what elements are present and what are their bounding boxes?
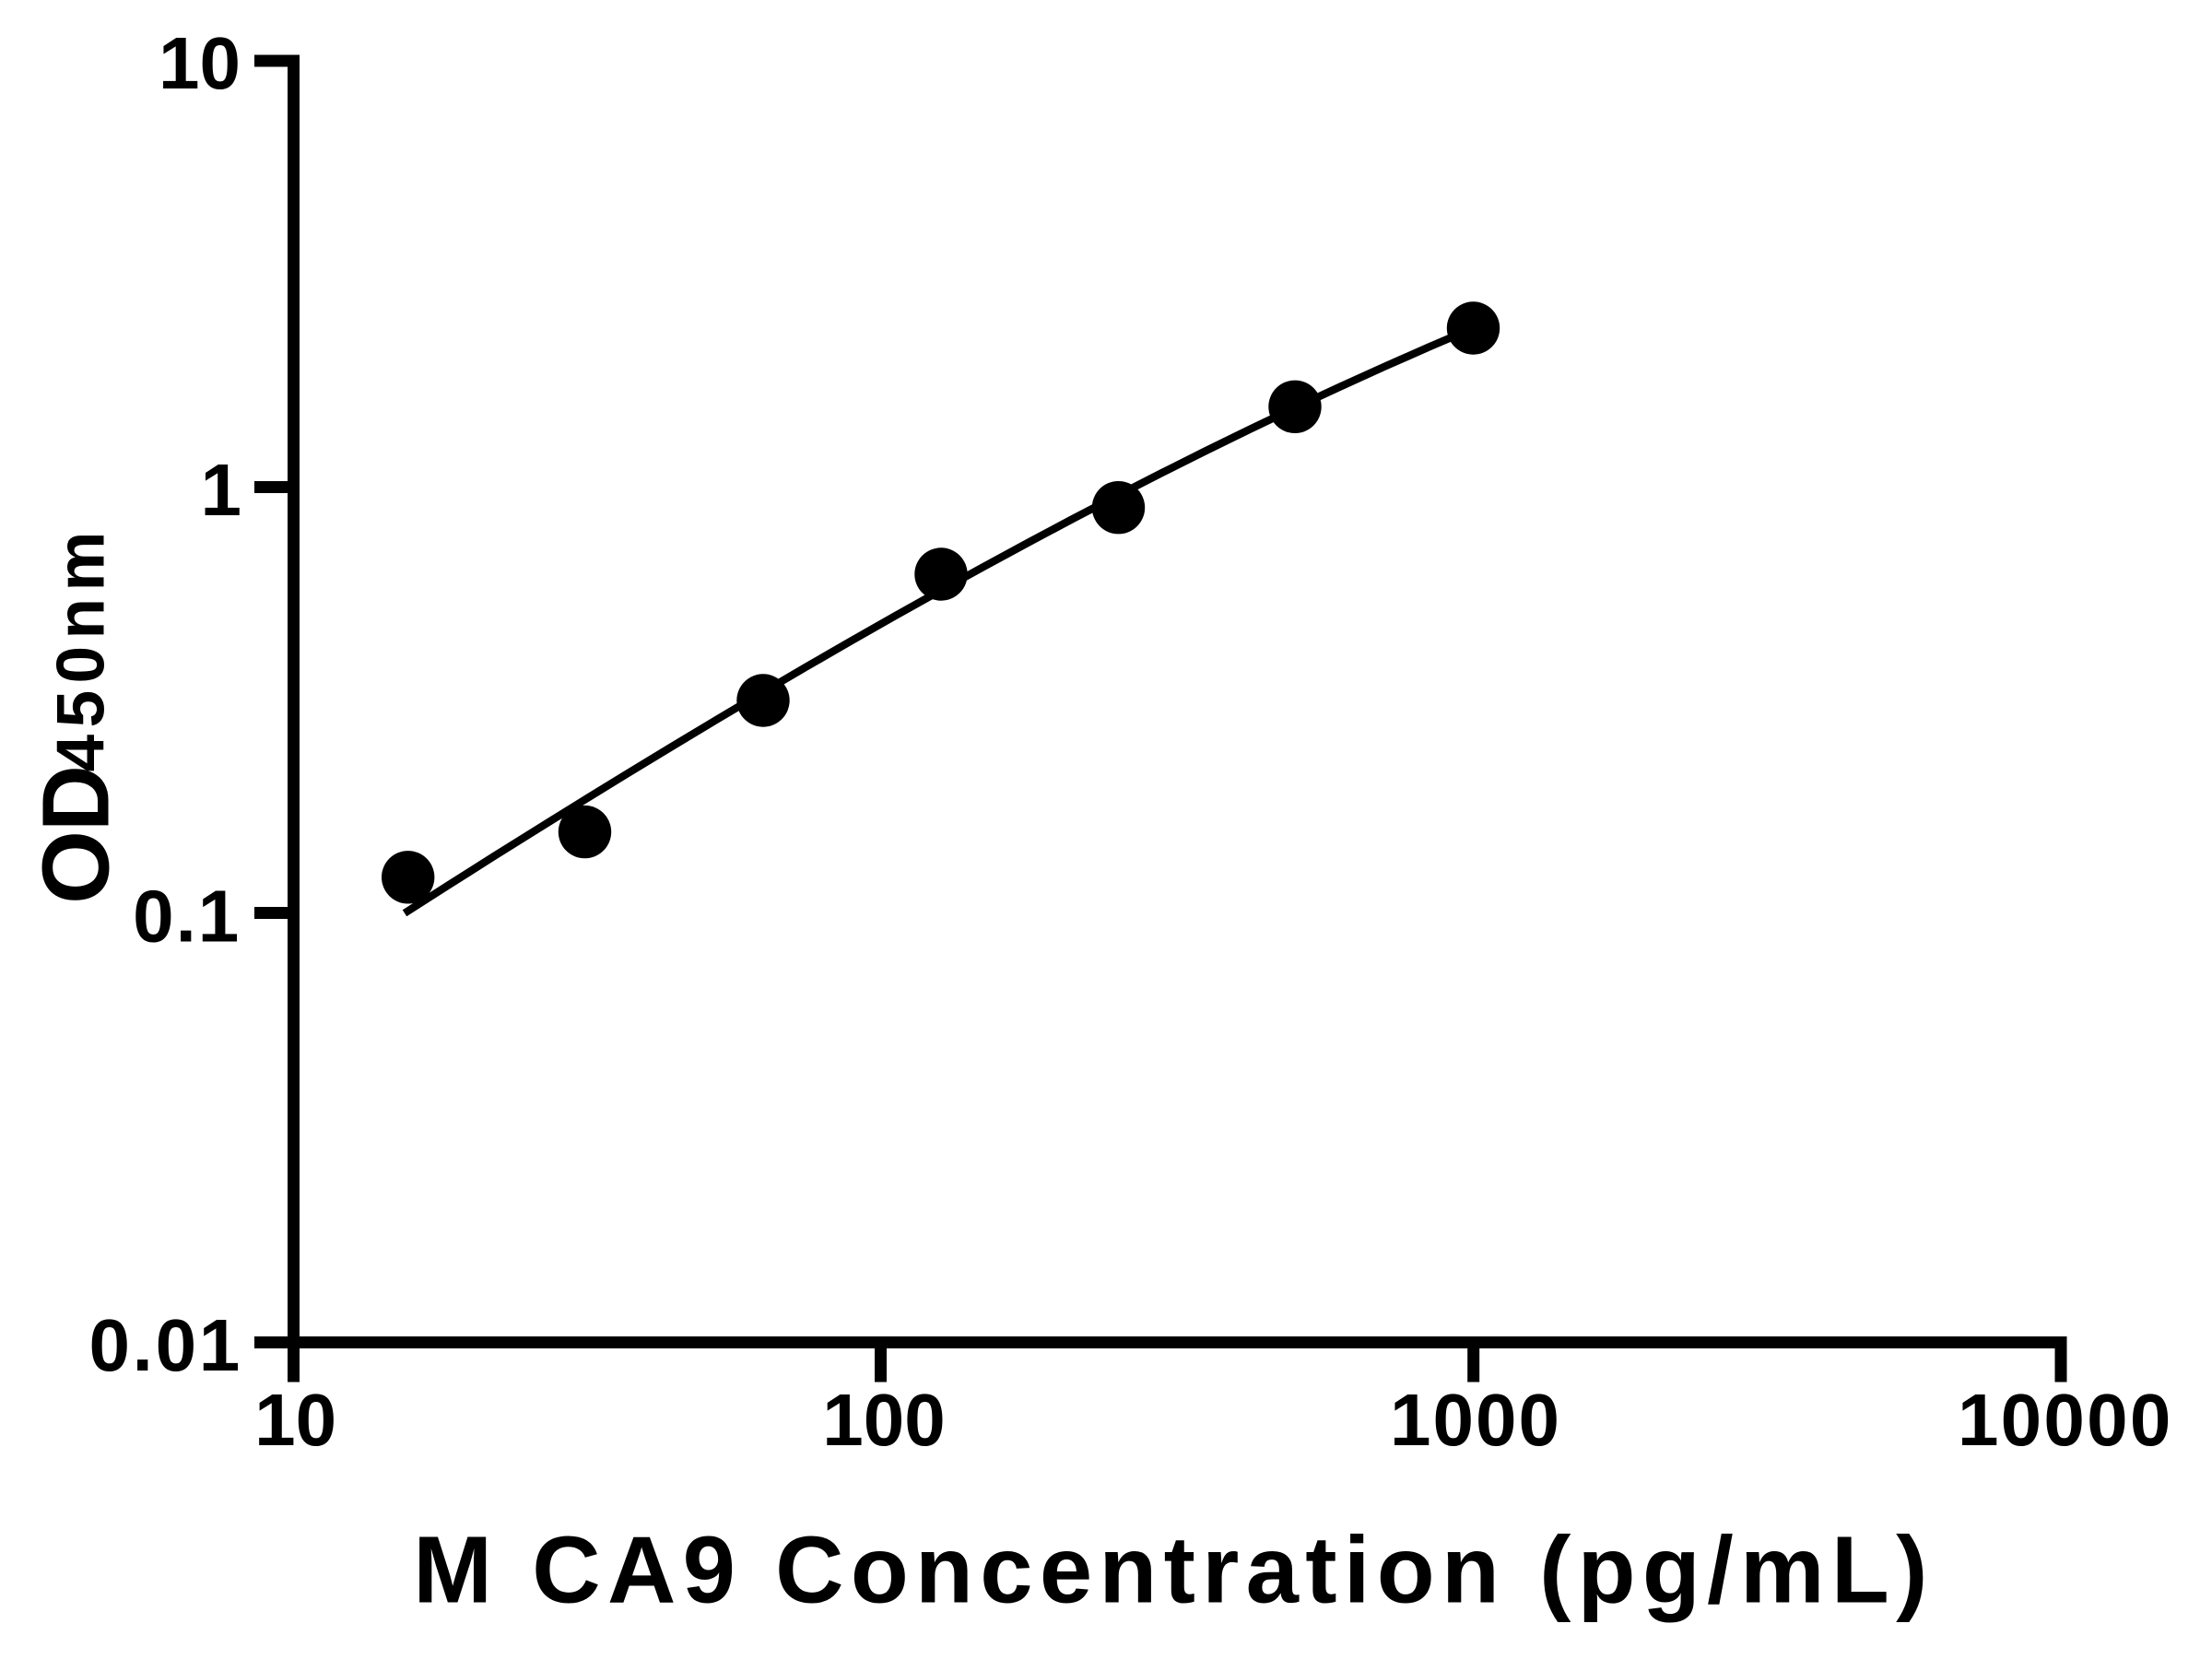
svg-text:0.01: 0.01 — [88, 1304, 242, 1386]
svg-text:100: 100 — [822, 1379, 945, 1461]
svg-text:M CA9 Concentration (pg/mL): M CA9 Concentration (pg/mL) — [413, 1517, 1934, 1623]
svg-text:1000: 1000 — [1390, 1379, 1561, 1461]
svg-text:D: D — [23, 765, 129, 831]
svg-text:10: 10 — [254, 1379, 336, 1461]
svg-text:10000: 10000 — [1958, 1379, 2173, 1461]
svg-text:O: O — [23, 830, 129, 904]
svg-text:0.1: 0.1 — [133, 876, 241, 958]
svg-text:1: 1 — [201, 449, 242, 531]
svg-text:450nm: 450nm — [44, 524, 119, 771]
svg-text:10: 10 — [159, 22, 241, 104]
